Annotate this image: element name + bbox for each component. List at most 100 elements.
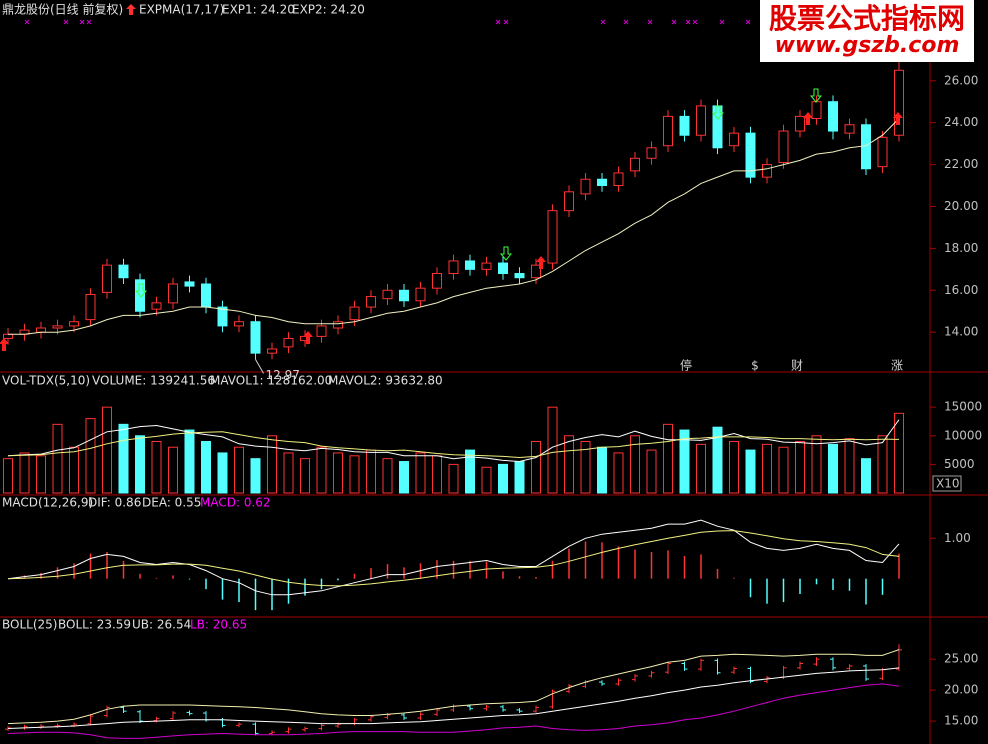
volume-bar [102, 406, 112, 494]
signal-arrow [809, 88, 823, 103]
candle-body [894, 69, 904, 136]
indicator-line [7, 649, 900, 725]
volume-bar [448, 463, 459, 494]
y-tick-label: 24.00 [944, 115, 978, 129]
candle-body [712, 105, 723, 149]
readout: BOLL: 23.59 [58, 618, 131, 632]
candle-body [349, 306, 360, 321]
y-tick-label: 22.00 [944, 157, 978, 171]
candle-body [118, 264, 129, 279]
candle-body [432, 273, 442, 289]
candle-body [828, 101, 838, 132]
readout: DIF: 0.86 [88, 496, 141, 510]
signal-arrow [134, 283, 148, 298]
candle-body [613, 172, 624, 187]
volume-bar [184, 429, 195, 494]
candle-body [250, 321, 261, 354]
readout: LB: 20.65 [190, 618, 247, 632]
readout: EXP1: 24.20 [222, 3, 295, 17]
volume-bar [415, 452, 426, 494]
y-tick-label: 14.00 [944, 325, 978, 339]
cross-mark [647, 19, 653, 25]
candle-body [168, 283, 178, 304]
candle-body [217, 306, 228, 327]
candle-body [844, 124, 855, 134]
candle-body [877, 136, 888, 168]
indicator-line [7, 431, 900, 459]
candle-body [382, 289, 393, 300]
candle-body [69, 321, 79, 327]
candle-body [696, 105, 706, 136]
volume-bar [432, 455, 442, 494]
volume-bar [811, 435, 822, 494]
volume-bar [85, 418, 96, 494]
readout: DEA: 0.55 [142, 496, 201, 510]
candle-body [795, 115, 805, 132]
annotation-line [255, 359, 264, 374]
candle-body [762, 164, 772, 178]
candle-body [597, 178, 607, 187]
volume-bar [712, 426, 723, 494]
volume-bar [19, 452, 30, 494]
volume-bar [498, 463, 508, 494]
candle-body [646, 147, 657, 159]
volume-bar [514, 461, 525, 494]
volume-bar [762, 443, 772, 494]
volume-bar [613, 452, 624, 494]
volume-bar [333, 452, 343, 494]
candle-body [630, 157, 640, 172]
volume-bar [250, 458, 261, 494]
volume-bar [597, 446, 607, 494]
y-tick-label: 5000 [944, 457, 975, 471]
volume-bar [366, 449, 376, 494]
y-tick-label: 25.00 [944, 652, 978, 666]
volume-bar [564, 435, 574, 494]
cross-mark [495, 19, 501, 25]
volume-bar [151, 441, 162, 494]
panel-title: BOLL(25) [2, 618, 57, 632]
cross-mark [86, 19, 92, 25]
volume-bar [861, 458, 871, 494]
candle-body [745, 132, 756, 178]
volume-bar [646, 449, 657, 494]
panel-title: MACD(12,26,9) [2, 496, 93, 510]
volume-bar [547, 406, 558, 494]
candle-body [498, 262, 508, 275]
candle-body [184, 281, 195, 287]
candle-body [316, 325, 327, 337]
volume-bar [481, 466, 492, 494]
cross-mark [24, 19, 30, 25]
candle-body [514, 273, 525, 279]
candle-body [85, 293, 96, 321]
volume-bar [399, 461, 409, 494]
volume-bar [69, 446, 79, 494]
signal-arrow [499, 246, 513, 261]
volume-bar [877, 435, 888, 494]
indicator-line [7, 419, 900, 463]
candle-body [36, 327, 46, 333]
candle-body [415, 287, 426, 302]
watermark-title: 股票公式指标网 [769, 2, 965, 35]
indicator-line [8, 118, 900, 335]
volume-bar [679, 429, 690, 494]
candle-body [663, 115, 673, 147]
volume-bar [894, 412, 904, 494]
plot-area: 14.00 16.00 18.00 20.00 22.00 24.00 26.00 5000 1… [0, 19, 982, 739]
volume-bar [630, 435, 640, 494]
candle-body [234, 321, 244, 327]
watermark-box [760, 0, 974, 62]
y-tick-label: 26.00 [944, 73, 978, 87]
signal-arrow [893, 112, 903, 125]
volume-bar [828, 443, 838, 494]
volume-bar [663, 423, 673, 494]
candle-body [448, 260, 459, 275]
candle-body [778, 130, 789, 163]
candle-body [102, 264, 112, 293]
volume-bar [316, 446, 327, 494]
event-marker: 涨 [891, 358, 903, 373]
candle-body [811, 101, 822, 119]
candle-body [52, 325, 63, 329]
volume-bar [3, 458, 13, 494]
candle-body [564, 191, 574, 212]
cross-mark [63, 19, 69, 25]
